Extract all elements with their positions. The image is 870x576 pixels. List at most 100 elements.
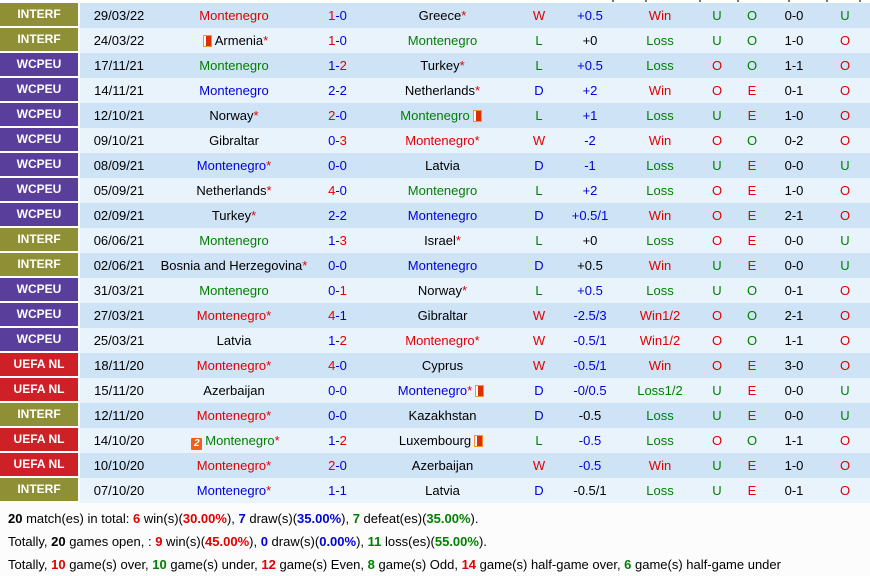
handicap-result: Loss <box>646 408 674 423</box>
score-dash: - <box>335 383 340 398</box>
half-game-over-under: U <box>840 258 850 273</box>
over-under: U <box>712 108 722 123</box>
full-time-score: 4-0 <box>310 353 365 378</box>
score-dash: - <box>335 58 340 73</box>
over-under: U <box>712 8 722 23</box>
match-row: WCPEU 02/09/21 Turkey* 2-2 Montenegro D +0.5/1… <box>0 203 870 228</box>
away-goals: 1 <box>339 483 347 498</box>
match-row: WCPEU 09/10/21 Gibraltar 0-3 Montenegro* W -2 W… <box>0 128 870 153</box>
away-team-name: Kazakhstan <box>408 408 477 423</box>
cropped-text-fragment <box>699 0 701 2</box>
wld-result: L <box>535 183 543 198</box>
team-star: * <box>474 333 480 348</box>
summary-segment: game(s) half-game under <box>631 557 781 572</box>
away-team: Montenegro* <box>365 378 520 403</box>
handicap-result: Win <box>648 133 672 148</box>
half-game-over-under: U <box>840 8 850 23</box>
match-row: WCPEU 12/10/21 Norway* 2-0 Montenegro L +1 Loss… <box>0 103 870 128</box>
red-card-icon <box>475 385 485 397</box>
score-dash: - <box>335 458 340 473</box>
half-game-over-under: O <box>839 333 851 348</box>
half-time-score: 1-0 <box>784 183 804 198</box>
handicap-line: -0.5/1 <box>573 358 607 373</box>
handicap-result: Loss <box>646 33 674 48</box>
odd-even: E <box>747 208 757 223</box>
away-team-name: Latvia <box>425 158 460 173</box>
wld-result: D <box>534 483 544 498</box>
handicap-line: -0.5 <box>578 408 602 423</box>
team-star: * <box>462 283 468 298</box>
away-team-name: Netherlands <box>404 83 476 98</box>
half-time-score: 1-0 <box>784 458 804 473</box>
summary-segment: Totally, <box>8 534 52 549</box>
red-card-icon <box>474 435 484 447</box>
number-badge-icon: 2 <box>191 438 203 450</box>
match-date: 08/09/21 <box>93 158 145 173</box>
handicap-line: -0.5 <box>578 433 602 448</box>
match-date: 25/03/21 <box>93 333 145 348</box>
match-row: WCPEU 27/03/21 Montenegro* 4-1 Gibraltar W -2.… <box>0 303 870 328</box>
odd-even: O <box>746 8 758 23</box>
wld-result: W <box>532 308 546 323</box>
half-time-score: 0-0 <box>784 158 804 173</box>
handicap-line: -2 <box>584 133 596 148</box>
over-under: O <box>711 58 723 73</box>
home-team: Montenegro* <box>158 353 310 378</box>
away-goals: 2 <box>339 208 347 223</box>
half-time-score: 1-0 <box>784 108 804 123</box>
summary-segment: 0 <box>260 534 268 549</box>
odd-even: E <box>747 108 757 123</box>
over-under: U <box>712 33 722 48</box>
match-row: INTERF 29/03/22 Montenegro 1-0 Greece* W +0.5 W… <box>0 3 870 28</box>
summary-segment: 10 <box>51 557 66 572</box>
handicap-result: Loss <box>646 233 674 248</box>
full-time-score: 1-0 <box>310 28 365 53</box>
wld-result: D <box>534 158 544 173</box>
home-goals: 4 <box>328 358 336 373</box>
summary-segment: 8 <box>367 557 375 572</box>
home-goals: 0 <box>328 133 336 148</box>
away-team: Montenegro <box>365 28 520 53</box>
score-dash: - <box>335 158 340 173</box>
home-team-name: Montenegro <box>196 158 267 173</box>
home-team-name: Montenegro <box>196 408 267 423</box>
odd-even: E <box>747 183 757 198</box>
wld-result: D <box>534 383 544 398</box>
odd-even: O <box>746 33 758 48</box>
score-dash: - <box>335 333 340 348</box>
away-team-name: Latvia <box>425 483 460 498</box>
summary-segment: ), <box>249 534 261 549</box>
team-star: * <box>266 358 272 373</box>
half-game-over-under: O <box>839 133 851 148</box>
away-team: Netherlands* <box>365 78 520 103</box>
away-team: Montenegro <box>365 203 520 228</box>
wld-result: W <box>532 333 546 348</box>
match-row: INTERF 06/06/21 Montenegro 1-3 Israel* L +0 Los… <box>0 228 870 253</box>
away-team-name: Montenegro <box>405 333 475 348</box>
home-team: Gibraltar <box>158 128 310 153</box>
competition-badge: WCPEU <box>0 203 80 228</box>
away-team: Israel* <box>365 228 520 253</box>
wld-result: L <box>535 33 543 48</box>
handicap-line: -1 <box>584 158 596 173</box>
handicap-line: +0.5 <box>577 58 603 73</box>
home-team: Netherlands* <box>158 178 310 203</box>
handicap-line: +2 <box>582 83 598 98</box>
away-goals: 0 <box>339 33 347 48</box>
summary-segment: 9 <box>155 534 163 549</box>
red-card-icon <box>202 35 212 47</box>
match-date: 02/06/21 <box>93 258 145 273</box>
full-time-score: 0-0 <box>310 378 365 403</box>
odd-even: E <box>747 458 757 473</box>
match-row: WCPEU 08/09/21 Montenegro* 0-0 Latvia D -1 Loss… <box>0 153 870 178</box>
competition-badge: WCPEU <box>0 178 80 203</box>
competition-badge: WCPEU <box>0 78 80 103</box>
full-time-score: 4-1 <box>310 303 365 328</box>
summary-panel: 20 match(es) in total: 6 win(s)(30.00%),… <box>0 503 870 576</box>
away-goals: 3 <box>339 233 347 248</box>
match-row: INTERF 12/11/20 Montenegro* 0-0 Kazakhstan D -… <box>0 403 870 428</box>
half-time-score: 1-1 <box>784 333 804 348</box>
half-game-over-under: O <box>839 83 851 98</box>
full-time-score: 1-1 <box>310 478 365 503</box>
handicap-line: -0.5 <box>578 458 602 473</box>
